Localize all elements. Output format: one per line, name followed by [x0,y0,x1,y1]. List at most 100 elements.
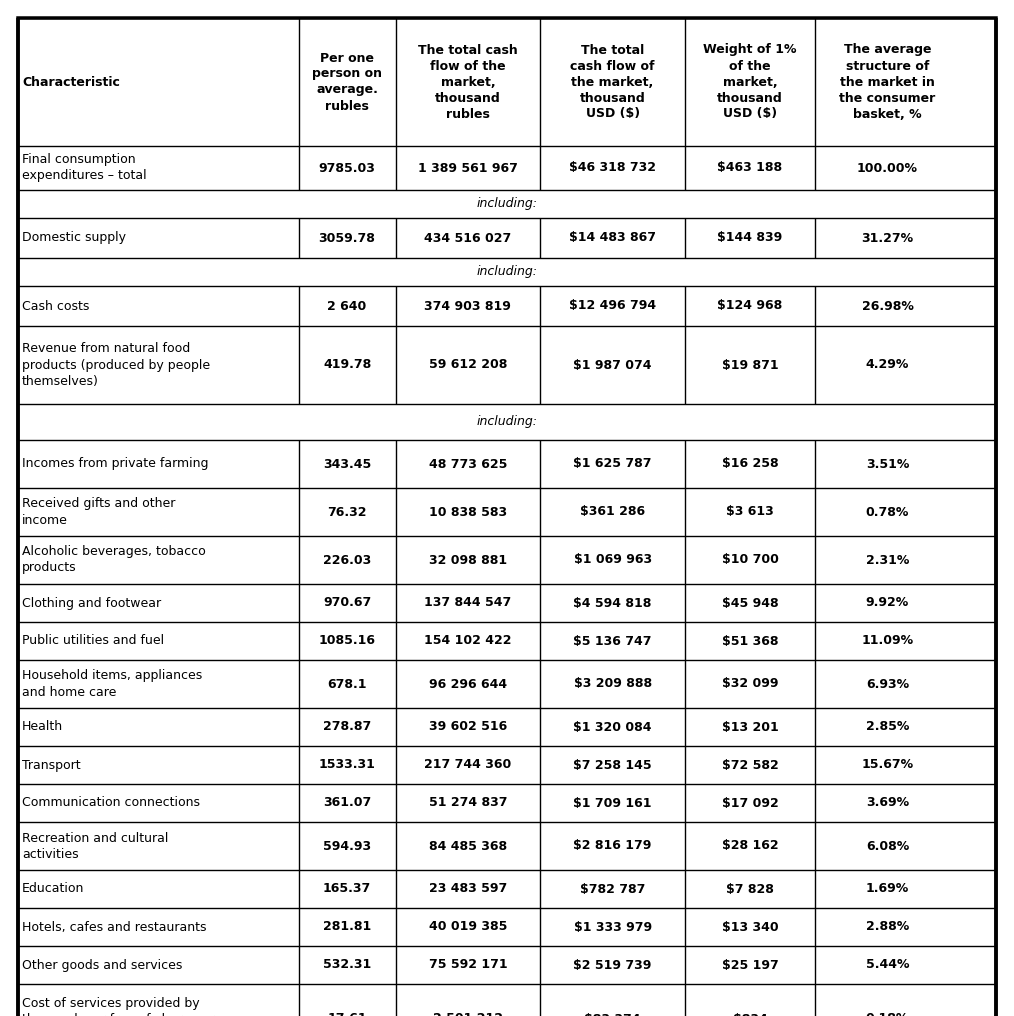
Text: Recreation and cultural
activities: Recreation and cultural activities [22,831,168,861]
Text: 9.92%: 9.92% [866,596,910,610]
Text: 343.45: 343.45 [323,457,371,470]
Text: 137 844 547: 137 844 547 [424,596,511,610]
Text: $361 286: $361 286 [580,506,645,518]
Text: $19 871: $19 871 [722,359,779,372]
Text: 5.44%: 5.44% [866,958,910,971]
Text: $124 968: $124 968 [718,300,783,313]
Text: $13 201: $13 201 [722,720,779,734]
Text: Alcoholic beverages, tobacco
products: Alcoholic beverages, tobacco products [22,546,206,574]
Text: 1085.16: 1085.16 [318,635,375,647]
Text: $1 987 074: $1 987 074 [573,359,652,372]
Text: Domestic supply: Domestic supply [22,232,126,245]
Text: 6.08%: 6.08% [866,839,910,852]
Text: 678.1: 678.1 [328,678,367,691]
Text: $7 258 145: $7 258 145 [573,759,652,771]
Text: Final consumption
expenditures – total: Final consumption expenditures – total [22,153,147,183]
Text: Education: Education [22,883,84,895]
Text: 0.78%: 0.78% [866,506,910,518]
Text: 2.88%: 2.88% [866,920,910,934]
Text: The average
structure of
the market in
the consumer
basket, %: The average structure of the market in t… [840,44,936,121]
Text: Received gifts and other
income: Received gifts and other income [22,498,175,526]
Text: 15.67%: 15.67% [861,759,914,771]
Text: 76.32: 76.32 [328,506,367,518]
Text: $782 787: $782 787 [580,883,645,895]
Text: 165.37: 165.37 [323,883,371,895]
Text: $83 374: $83 374 [584,1013,641,1016]
Text: $7 828: $7 828 [726,883,774,895]
Text: The total cash
flow of the
market,
thousand
rubles: The total cash flow of the market, thous… [418,44,518,121]
Text: $17 092: $17 092 [722,797,779,810]
Text: 2.85%: 2.85% [866,720,910,734]
Text: Revenue from natural food
products (produced by people
themselves): Revenue from natural food products (prod… [22,342,210,387]
Text: 434 516 027: 434 516 027 [424,232,511,245]
Text: $1 320 084: $1 320 084 [573,720,652,734]
Text: $1 333 979: $1 333 979 [574,920,652,934]
Text: including:: including: [477,416,537,429]
Text: $10 700: $10 700 [722,554,779,567]
Text: 3.69%: 3.69% [866,797,909,810]
Text: Household items, appliances
and home care: Household items, appliances and home car… [22,670,202,699]
Text: 100.00%: 100.00% [857,162,918,175]
Text: 2 640: 2 640 [328,300,367,313]
Text: 2.31%: 2.31% [866,554,910,567]
Text: 217 744 360: 217 744 360 [424,759,511,771]
Text: $144 839: $144 839 [718,232,783,245]
Text: 1 389 561 967: 1 389 561 967 [418,162,518,175]
Text: 39 602 516: 39 602 516 [429,720,507,734]
Text: $1 069 963: $1 069 963 [574,554,652,567]
Text: 154 102 422: 154 102 422 [424,635,512,647]
Text: Cost of services provided by
the employer free of charge or
at discounted prices: Cost of services provided by the employe… [22,997,215,1016]
Text: $72 582: $72 582 [722,759,779,771]
Text: 48 773 625: 48 773 625 [429,457,507,470]
Text: Incomes from private farming: Incomes from private farming [22,457,209,470]
Text: $5 136 747: $5 136 747 [573,635,652,647]
Text: $46 318 732: $46 318 732 [569,162,656,175]
Text: Communication connections: Communication connections [22,797,200,810]
Text: 281.81: 281.81 [323,920,371,934]
Text: Health: Health [22,720,63,734]
Text: $28 162: $28 162 [722,839,779,852]
Text: $2 816 179: $2 816 179 [574,839,652,852]
Text: 970.67: 970.67 [323,596,371,610]
Text: 59 612 208: 59 612 208 [429,359,507,372]
Text: $2 519 739: $2 519 739 [574,958,652,971]
Text: 1533.31: 1533.31 [318,759,375,771]
Text: $16 258: $16 258 [722,457,779,470]
Text: including:: including: [477,197,537,210]
Text: 0.18%: 0.18% [866,1013,910,1016]
Text: $1 709 161: $1 709 161 [573,797,652,810]
Text: 532.31: 532.31 [323,958,371,971]
Text: 419.78: 419.78 [323,359,371,372]
Text: 23 483 597: 23 483 597 [429,883,507,895]
Text: 32 098 881: 32 098 881 [429,554,507,567]
Text: 1.69%: 1.69% [866,883,910,895]
Text: Hotels, cafes and restaurants: Hotels, cafes and restaurants [22,920,207,934]
Text: Transport: Transport [22,759,81,771]
Text: 11.09%: 11.09% [861,635,914,647]
Text: Per one
person on
average.
rubles: Per one person on average. rubles [312,52,382,113]
Text: Characteristic: Characteristic [22,75,120,88]
Text: $1 625 787: $1 625 787 [573,457,652,470]
Text: 2 501 212: 2 501 212 [433,1013,503,1016]
Text: 17.61: 17.61 [328,1013,367,1016]
Text: $12 496 794: $12 496 794 [569,300,656,313]
Text: $51 368: $51 368 [722,635,779,647]
Text: 10 838 583: 10 838 583 [429,506,507,518]
Text: 278.87: 278.87 [323,720,371,734]
Text: $3 613: $3 613 [726,506,774,518]
Text: 96 296 644: 96 296 644 [429,678,507,691]
Text: Other goods and services: Other goods and services [22,958,183,971]
Text: $14 483 867: $14 483 867 [569,232,656,245]
Text: $45 948: $45 948 [722,596,779,610]
Text: Public utilities and fuel: Public utilities and fuel [22,635,164,647]
Text: Cash costs: Cash costs [22,300,89,313]
Text: 84 485 368: 84 485 368 [429,839,507,852]
Text: 226.03: 226.03 [323,554,371,567]
Text: 594.93: 594.93 [323,839,371,852]
Text: $3 209 888: $3 209 888 [574,678,652,691]
Text: 3.51%: 3.51% [866,457,910,470]
Text: 26.98%: 26.98% [862,300,914,313]
Text: 374 903 819: 374 903 819 [425,300,511,313]
Text: 75 592 171: 75 592 171 [429,958,507,971]
Text: 40 019 385: 40 019 385 [429,920,507,934]
